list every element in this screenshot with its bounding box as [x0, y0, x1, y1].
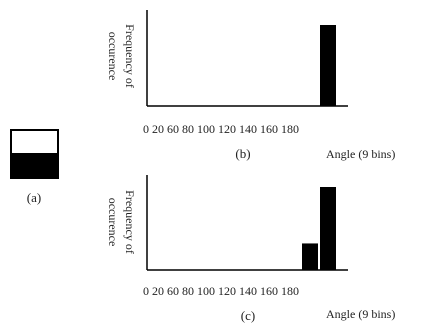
chart-c-ylabel-line1: Frequency of: [123, 190, 137, 254]
chart-c-ylabel-line2: occurence: [106, 198, 120, 247]
chart-b-ylabel-line1: Frequency of: [123, 24, 137, 88]
panel-a-caption: (a): [27, 190, 41, 205]
chart-b: Frequency of occurence 0 20 60 80 100 12…: [106, 10, 395, 161]
chart-c-tick-labels: 0 20 60 80 100 120 140 160 180: [143, 284, 299, 298]
panel-a: (a): [10, 129, 59, 205]
chart-c-xlabel: Angle (9 bins): [326, 307, 395, 321]
chart-b-tick-labels: 0 20 60 80 100 120 140 160 180: [143, 122, 299, 136]
panel-a-lower-half: [10, 153, 59, 179]
chart-b-caption: (b): [235, 146, 250, 161]
panel-a-upper-half: [10, 129, 59, 155]
chart-c: Frequency of occurence 0 20 60 80 100 12…: [106, 175, 395, 323]
chart-b-ylabel-line2: occurence: [106, 32, 120, 81]
chart-b-bar-180: [320, 25, 336, 106]
chart-c-caption: (c): [241, 308, 255, 323]
chart-c-bar-160: [302, 243, 318, 270]
chart-b-xlabel: Angle (9 bins): [326, 147, 395, 161]
chart-c-bar-180: [320, 187, 336, 270]
